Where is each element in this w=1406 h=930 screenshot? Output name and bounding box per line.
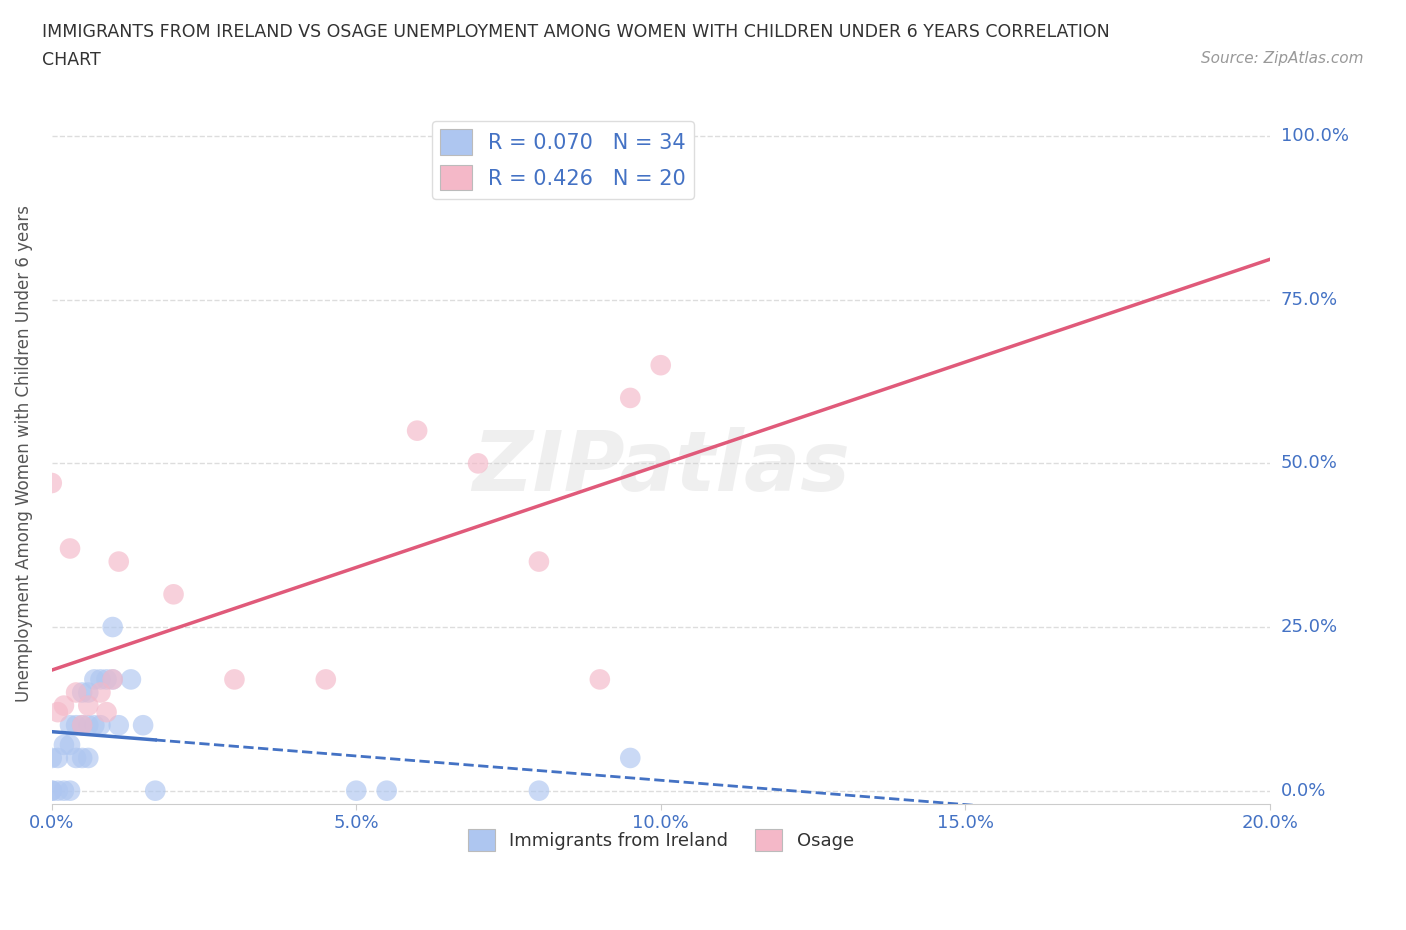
- Point: [77, 698, 100, 713]
- Point: [224, 672, 246, 687]
- Point: [89, 718, 111, 733]
- Point: [406, 423, 429, 438]
- Text: ZIPatlas: ZIPatlas: [472, 427, 849, 508]
- Point: [650, 358, 672, 373]
- Point: [41, 751, 63, 765]
- Point: [83, 718, 105, 733]
- Text: 75.0%: 75.0%: [1281, 291, 1339, 309]
- Text: 50.0%: 50.0%: [1281, 455, 1337, 472]
- Point: [41, 783, 63, 798]
- Point: [70, 718, 93, 733]
- Point: [46, 705, 69, 720]
- Point: [344, 783, 367, 798]
- Point: [70, 751, 93, 765]
- Point: [52, 783, 75, 798]
- Text: 0.0%: 0.0%: [1281, 782, 1326, 800]
- Y-axis label: Unemployment Among Women with Children Under 6 years: Unemployment Among Women with Children U…: [15, 205, 32, 702]
- Point: [107, 554, 129, 569]
- Text: IMMIGRANTS FROM IRELAND VS OSAGE UNEMPLOYMENT AMONG WOMEN WITH CHILDREN UNDER 6 : IMMIGRANTS FROM IRELAND VS OSAGE UNEMPLO…: [42, 23, 1109, 41]
- Point: [77, 718, 100, 733]
- Point: [162, 587, 184, 602]
- Legend: Immigrants from Ireland, Osage: Immigrants from Ireland, Osage: [460, 821, 860, 857]
- Point: [96, 672, 118, 687]
- Point: [59, 783, 82, 798]
- Point: [120, 672, 142, 687]
- Point: [101, 672, 124, 687]
- Point: [77, 685, 100, 700]
- Point: [65, 751, 87, 765]
- Text: 100.0%: 100.0%: [1281, 127, 1348, 145]
- Point: [70, 718, 93, 733]
- Point: [41, 783, 63, 798]
- Point: [46, 783, 69, 798]
- Text: CHART: CHART: [42, 51, 101, 69]
- Point: [107, 718, 129, 733]
- Point: [101, 619, 124, 634]
- Point: [83, 672, 105, 687]
- Point: [46, 751, 69, 765]
- Point: [619, 391, 641, 405]
- Text: 25.0%: 25.0%: [1281, 618, 1339, 636]
- Point: [467, 456, 489, 471]
- Point: [59, 541, 82, 556]
- Point: [52, 698, 75, 713]
- Point: [101, 672, 124, 687]
- Point: [375, 783, 398, 798]
- Point: [89, 685, 111, 700]
- Point: [89, 672, 111, 687]
- Point: [59, 737, 82, 752]
- Point: [315, 672, 337, 687]
- Point: [96, 705, 118, 720]
- Point: [143, 783, 166, 798]
- Point: [70, 685, 93, 700]
- Point: [52, 737, 75, 752]
- Point: [619, 751, 641, 765]
- Point: [132, 718, 155, 733]
- Text: Source: ZipAtlas.com: Source: ZipAtlas.com: [1201, 51, 1364, 66]
- Point: [527, 783, 550, 798]
- Point: [41, 475, 63, 490]
- Point: [77, 751, 100, 765]
- Point: [65, 685, 87, 700]
- Point: [527, 554, 550, 569]
- Point: [65, 718, 87, 733]
- Point: [589, 672, 612, 687]
- Point: [59, 718, 82, 733]
